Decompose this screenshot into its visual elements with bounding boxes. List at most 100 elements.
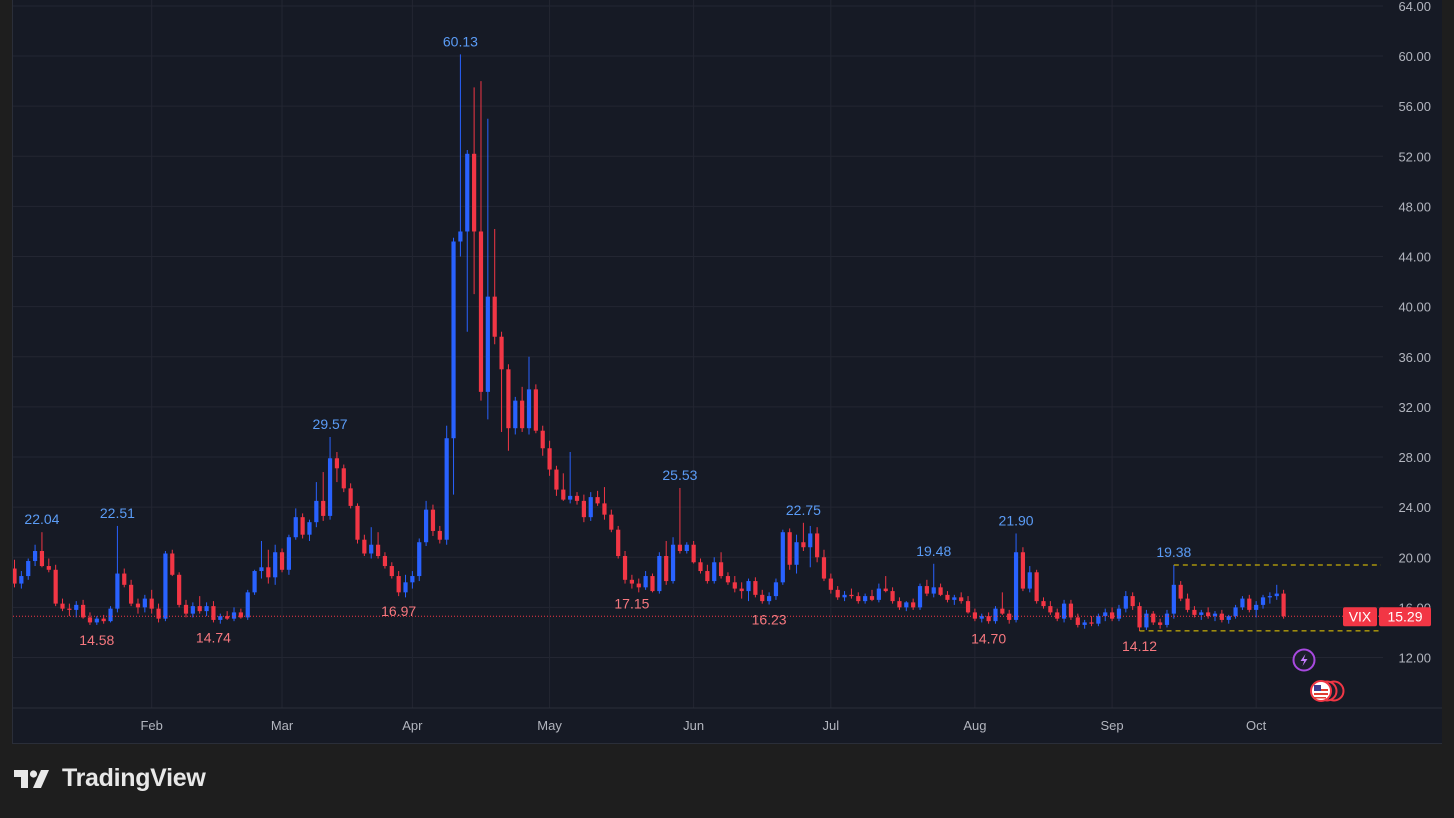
x-tick-label: Oct [1246, 718, 1267, 733]
candle-body [149, 598, 154, 609]
us-flag-event-icon[interactable] [1310, 680, 1345, 702]
candle-body [32, 550, 38, 562]
brand-logo[interactable]: TradingView [14, 764, 206, 793]
candle-body [1192, 609, 1197, 615]
candle-body [1130, 596, 1135, 607]
candle-body [1254, 604, 1259, 610]
candle-body [163, 553, 168, 619]
candle-body [197, 606, 202, 612]
price-tag [1379, 607, 1431, 627]
candle-body [828, 578, 833, 590]
candle-body [218, 616, 223, 620]
candle-body [259, 567, 264, 572]
candle-body [753, 581, 758, 595]
candle-body [348, 488, 353, 506]
candle-body [1219, 613, 1224, 620]
candle-body [60, 603, 65, 609]
candle-body [1185, 598, 1190, 610]
candle-body [691, 544, 696, 563]
candle-body [382, 556, 388, 567]
candle-body [904, 602, 909, 608]
candle-body [1082, 622, 1087, 625]
candle-body [808, 533, 813, 548]
candle-body [142, 598, 147, 608]
candle-body [1164, 613, 1170, 625]
candlestick-chart[interactable]: 22.04 22.51 29.57 60.13 25.53 22.75 19.48 21.90… [13, 0, 1442, 743]
symbol-tag [1343, 607, 1377, 627]
candle-body [629, 579, 634, 584]
candle-body [581, 500, 586, 518]
candle-body [1013, 552, 1019, 620]
candle-body [650, 576, 655, 592]
candle-body [437, 530, 442, 540]
candle-body [883, 588, 888, 592]
candle-body [465, 153, 470, 232]
candle-body [609, 514, 614, 530]
candle-body [684, 544, 689, 551]
low-label: 14.74 [196, 629, 231, 645]
candle-body [87, 617, 93, 623]
x-tick-label: Jun [683, 718, 704, 733]
candle-body [821, 557, 827, 579]
candle-body [1068, 603, 1074, 618]
candle-body [245, 592, 250, 618]
candle-body [506, 369, 511, 429]
high-label: 19.48 [916, 543, 951, 559]
low-label: 17.15 [614, 596, 649, 612]
event-icons[interactable] [1292, 648, 1345, 702]
candle-body [211, 606, 216, 620]
candle-body [897, 601, 902, 608]
candles [13, 54, 1286, 631]
candle-body [396, 576, 401, 593]
price-tag-text: 15.29 [1387, 608, 1422, 624]
candle-body [293, 517, 298, 538]
candle-body [547, 448, 552, 470]
candle-body [492, 296, 497, 337]
candle-body [334, 458, 340, 469]
candle-body [1089, 622, 1094, 624]
candle-body [979, 616, 984, 619]
symbol-tag-text: VIX [1349, 608, 1372, 624]
candle-body [273, 552, 278, 578]
candle-body [561, 489, 566, 500]
candle-body [1171, 584, 1176, 614]
candle-body [170, 553, 175, 575]
candle-body [39, 550, 45, 567]
candle-body [869, 596, 875, 600]
candle-body [375, 544, 381, 557]
candle-body [1096, 616, 1101, 624]
candle-body [341, 468, 346, 489]
candle-body [876, 588, 881, 600]
candle-body [718, 562, 724, 577]
candle-body [81, 604, 86, 618]
high-label: 19.38 [1156, 544, 1191, 560]
candle-body [1178, 584, 1183, 599]
x-tick-label: Feb [140, 718, 162, 733]
y-tick-label: 60.00 [1398, 49, 1431, 64]
candle-body [972, 612, 977, 619]
candle-body [526, 389, 532, 429]
lightning-event-icon[interactable] [1292, 648, 1316, 672]
candle-body [266, 567, 271, 578]
candle-body [1055, 612, 1060, 619]
candle-body [231, 612, 237, 619]
candle-body [430, 509, 436, 531]
candle-body [787, 532, 792, 565]
candle-body [705, 571, 710, 582]
candle-body [1158, 622, 1163, 625]
candle-body [1020, 552, 1026, 589]
brand-name: TradingView [62, 764, 206, 792]
y-tick-label: 28.00 [1398, 450, 1431, 465]
candle-body [499, 336, 504, 370]
y-tick-label: 20.00 [1398, 550, 1431, 565]
candle-body [801, 542, 806, 548]
candle-body [1267, 596, 1272, 598]
y-tick-label: 12.00 [1398, 651, 1431, 666]
candle-body [712, 562, 717, 582]
candle-body [46, 566, 51, 570]
high-label: 60.13 [443, 33, 478, 49]
candle-body [965, 601, 971, 613]
candle-body [1027, 572, 1032, 589]
candle-body [369, 544, 374, 554]
chart-panel[interactable]: 22.04 22.51 29.57 60.13 25.53 22.75 19.48 21.90… [12, 0, 1442, 744]
